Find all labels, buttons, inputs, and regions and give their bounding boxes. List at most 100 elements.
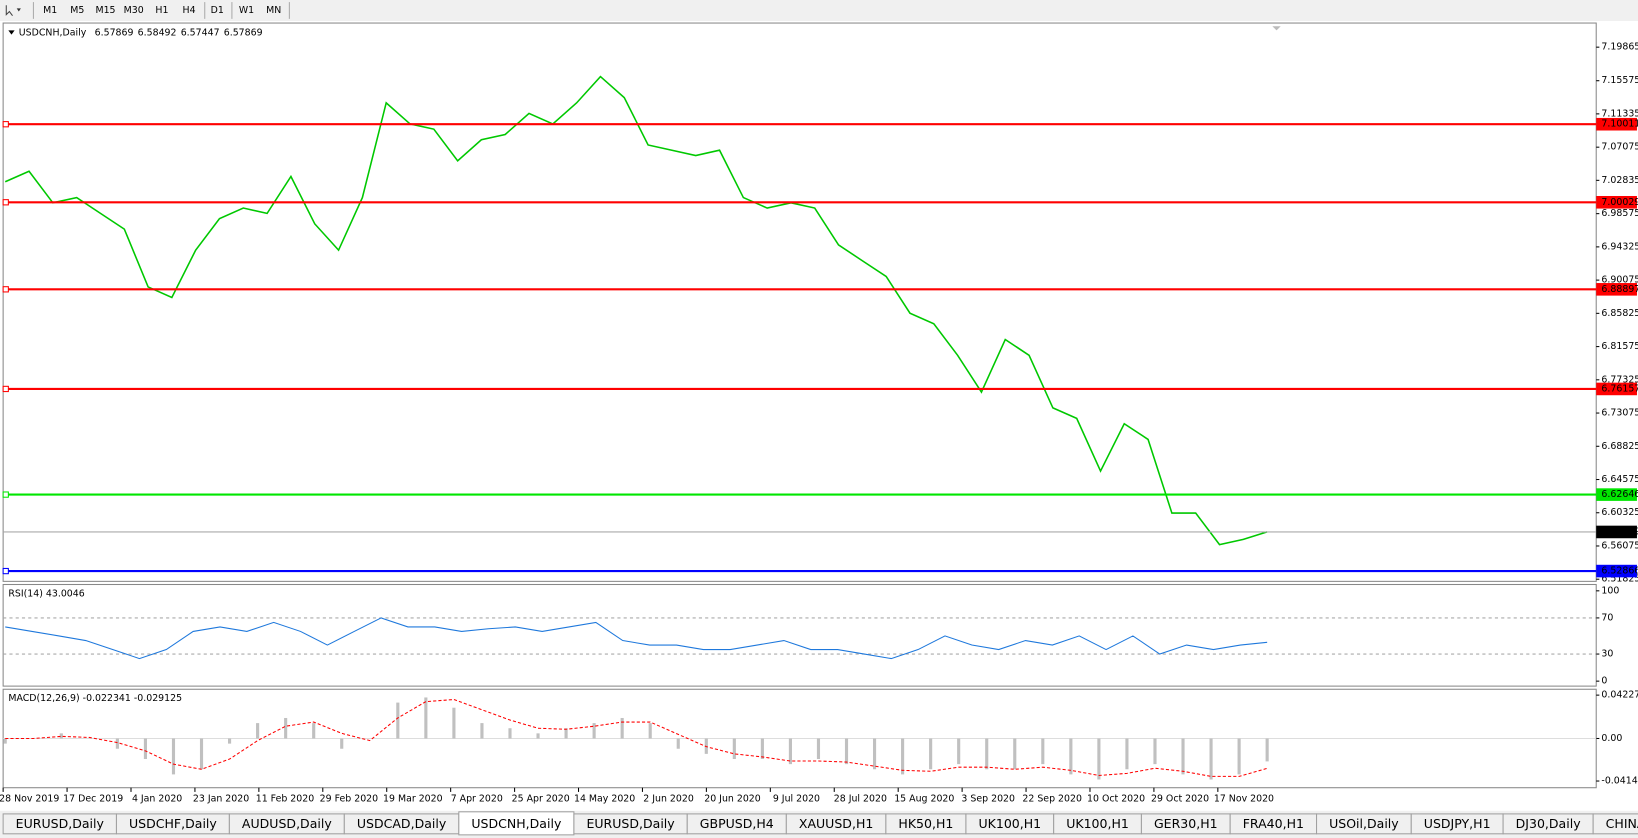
shift-marker [1272,26,1281,31]
date-label: 14 May 2020 [574,794,635,805]
tab-label[interactable]: FRA40,H1 [1243,816,1304,831]
tab-label[interactable]: EURUSD,Daily [16,816,105,831]
date-label: 25 Apr 2020 [512,794,570,805]
timeframe-button[interactable]: M15 [95,5,115,16]
tab-label[interactable]: UK100,H1 [978,816,1041,831]
date-label: 17 Nov 2020 [1214,794,1274,805]
chart-header: USDCNH,Daily 6.57869 6.58492 6.57447 6.57869 [19,27,263,38]
tab-label[interactable]: DJ30,Daily [1516,816,1582,831]
level-handle[interactable] [2,121,9,128]
date-label: 19 Mar 2020 [383,794,443,805]
level-label-box [1596,117,1637,131]
tab-label[interactable]: HK50,H1 [898,816,953,831]
timeframe-button[interactable]: H1 [155,5,168,16]
tab-label[interactable]: USDCNH,Daily [471,816,562,831]
main-panel [2,22,1597,582]
tab[interactable] [1592,813,1638,835]
date-label: 15 Aug 2020 [894,794,954,805]
y-tick-label: 6.81575 [1601,341,1638,352]
level-handle[interactable] [2,286,9,293]
toolbar [0,0,1638,21]
y-tick-label: 0.042275 [1601,690,1638,701]
y-tick-label: 6.68825 [1601,441,1638,452]
y-tick-label: 0.00 [1601,733,1622,744]
timeframe-button[interactable]: M1 [43,5,57,16]
tab-label[interactable]: UK100,H1 [1066,816,1129,831]
tab-label[interactable]: USOil,Daily [1329,816,1399,831]
y-tick-label: 6.60325 [1601,507,1638,518]
y-tick-label: 7.02835 [1601,175,1638,186]
date-label: 11 Feb 2020 [256,794,314,805]
quote-value: 6.58492 [138,27,177,38]
price-line [4,75,1268,546]
symbol-title: USDCNH,Daily [19,27,87,38]
y-tick-label: 6.77325 [1601,374,1638,385]
y-tick-label: 6.98575 [1601,208,1638,219]
indicator-title: MACD(12,26,9) -0.022341 -0.029125 [8,693,182,704]
level-label-box [1596,283,1637,296]
quote-value: 6.57869 [95,27,134,38]
tab-label[interactable]: USDCAD,Daily [357,816,447,831]
y-tick-label: 6.64575 [1601,474,1638,485]
indicator-title: RSI(14) 43.0046 [8,588,84,599]
y-tick-label: 6.85825 [1601,308,1638,319]
signal-line [5,698,1268,777]
timeframe-button[interactable]: M5 [70,5,84,16]
level-label-box [1596,488,1637,501]
tab-label[interactable]: GER30,H1 [1154,816,1218,831]
current-price-box [1596,525,1637,539]
date-label: 28 Jul 2020 [834,794,887,805]
timeframe-button[interactable]: M30 [124,5,144,16]
tab-label[interactable]: GBPUSD,H4 [700,816,774,831]
timeframe-button[interactable]: H4 [183,5,196,16]
cursor-icon[interactable] [5,5,13,17]
level-label: 7.00029 [1601,197,1638,208]
date-label: 29 Feb 2020 [320,794,378,805]
y-tick-label: -0.04148 [1601,776,1638,787]
y-tick-label: 0 [1601,676,1607,687]
level-label: 6.62646 [1601,489,1638,500]
quote-value: 6.57869 [224,27,263,38]
y-tick-label: 6.90075 [1601,275,1638,286]
level-label-box [1596,564,1637,578]
y-tick-label: 100 [1601,585,1619,596]
symbol-arrow[interactable] [8,30,15,35]
date-label: 17 Dec 2019 [63,794,123,805]
y-tick-label: 7.19865 [1601,42,1638,53]
y-tick-label: 6.51825 [1601,574,1638,585]
tab-label[interactable]: CHINA300,H1 [1606,816,1638,831]
date-label: 4 Jan 2020 [132,794,182,805]
date-label: 2 Jun 2020 [643,794,694,805]
date-label: 9 Jul 2020 [773,794,820,805]
date-label: 7 Apr 2020 [451,794,503,805]
tab-label[interactable]: XAUUSD,H1 [799,816,873,831]
tab-label[interactable]: EURUSD,Daily [586,816,675,831]
date-label: 20 Jun 2020 [704,794,761,805]
current-price-label: 6.57869 [1601,526,1638,537]
date-label: 22 Sep 2020 [1022,794,1082,805]
y-tick-label: 7.07075 [1601,142,1638,153]
tab-label[interactable]: USDCHF,Daily [129,816,217,831]
level-handle[interactable] [2,567,9,575]
y-tick-label: 6.56075 [1601,540,1638,551]
rsi-line [5,617,1268,660]
level-label-box [1596,195,1637,209]
quote-value: 6.57447 [181,27,220,38]
date-label: 23 Jan 2020 [193,794,249,805]
timeframe-button[interactable]: MN [266,5,281,16]
date-label: 3 Sep 2020 [961,794,1015,805]
dropdown-arrow[interactable] [16,8,21,12]
level-label: 6.52866 [1601,566,1638,577]
level-handle[interactable] [2,491,9,498]
tab-label[interactable]: USDJPY,H1 [1424,816,1491,831]
level-handle[interactable] [2,199,9,206]
y-tick-label: 7.11335 [1601,108,1638,119]
level-handle[interactable] [2,385,9,393]
timeframe-button[interactable]: D1 [211,5,224,16]
y-tick-label: 6.94325 [1601,241,1638,252]
level-label-box [1596,382,1637,396]
tab-label[interactable]: AUDUSD,Daily [242,816,332,831]
timeframe-button[interactable]: W1 [239,5,254,16]
